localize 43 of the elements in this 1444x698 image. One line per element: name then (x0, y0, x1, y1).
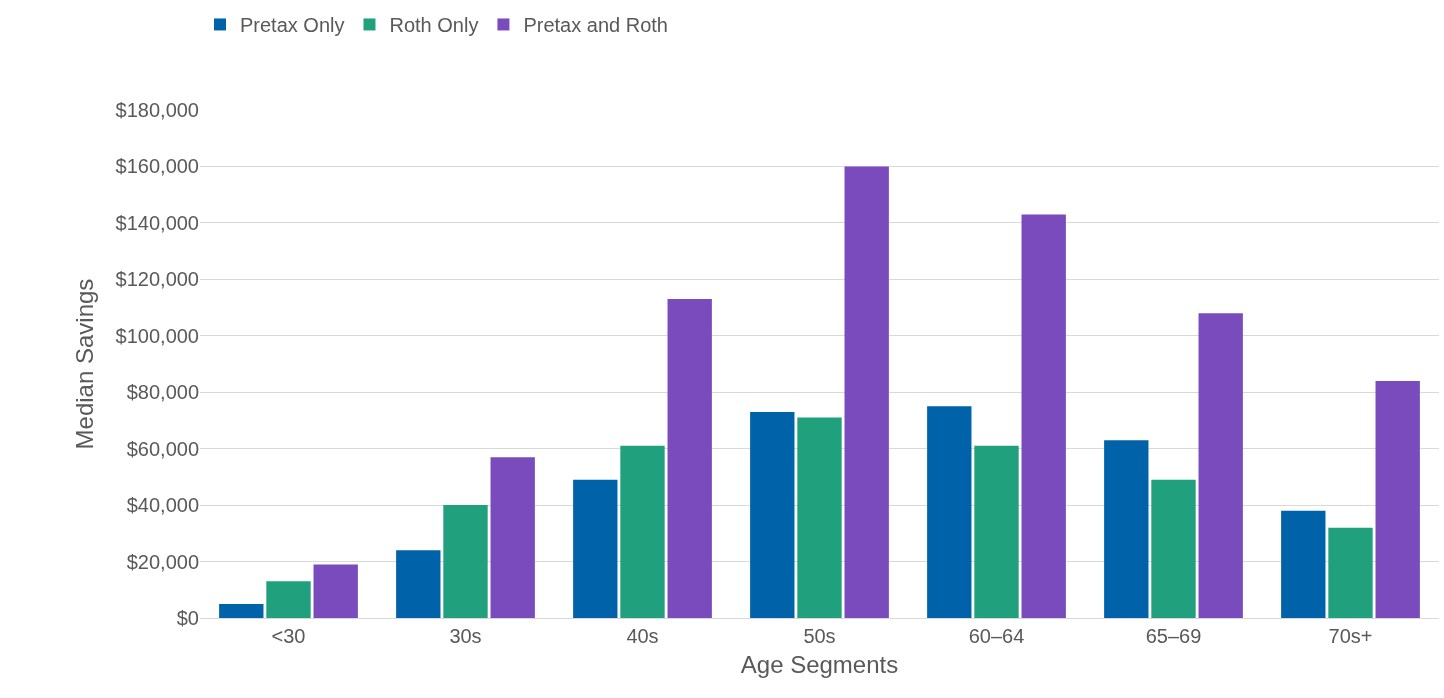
y-tick-label: $180,000 (115, 99, 199, 121)
bar (219, 603, 264, 618)
bar (1198, 313, 1243, 618)
y-tick-label: $80,000 (126, 381, 199, 404)
x-tick-label: 30s (449, 625, 482, 647)
y-tick-label: $20,000 (126, 550, 199, 573)
bar (1021, 214, 1066, 618)
x-tick-label: 65–69 (1145, 625, 1202, 647)
bar (974, 445, 1019, 618)
y-tick-label: $120,000 (115, 268, 199, 291)
y-tick-label: $140,000 (115, 211, 199, 234)
bar (266, 581, 311, 618)
bar (1328, 527, 1373, 618)
bar (1375, 380, 1420, 618)
bar (1104, 440, 1149, 618)
bar (313, 564, 358, 618)
legend-label: Roth Only (389, 14, 479, 37)
y-tick-label: $100,000 (115, 324, 199, 347)
bar (620, 445, 665, 618)
legend-label: Pretax Only (240, 14, 345, 37)
y-axis-title: Median Savings (70, 278, 98, 450)
bar (396, 550, 441, 618)
x-tick-label: 50s (803, 625, 836, 647)
x-axis-title: Age Segments (740, 651, 899, 679)
bar (1151, 479, 1196, 618)
x-tick-label: 40s (626, 625, 659, 647)
y-tick-label: $0 (176, 607, 199, 629)
x-tick-label: <30 (271, 625, 306, 647)
x-tick-label: 70s+ (1328, 625, 1373, 647)
bar (573, 479, 618, 618)
x-tick-label: 60–64 (968, 625, 1025, 647)
bar (443, 505, 488, 618)
bar (844, 166, 889, 618)
legend-label: Pretax and Roth (523, 14, 668, 37)
bar (750, 411, 795, 618)
y-tick-label: $160,000 (115, 155, 199, 178)
y-tick-label: $40,000 (126, 494, 199, 517)
bar (1281, 510, 1326, 618)
y-tick-label: $60,000 (126, 437, 199, 460)
bar (927, 406, 972, 618)
bar (667, 299, 712, 618)
bar (490, 457, 535, 618)
bar (797, 417, 842, 618)
